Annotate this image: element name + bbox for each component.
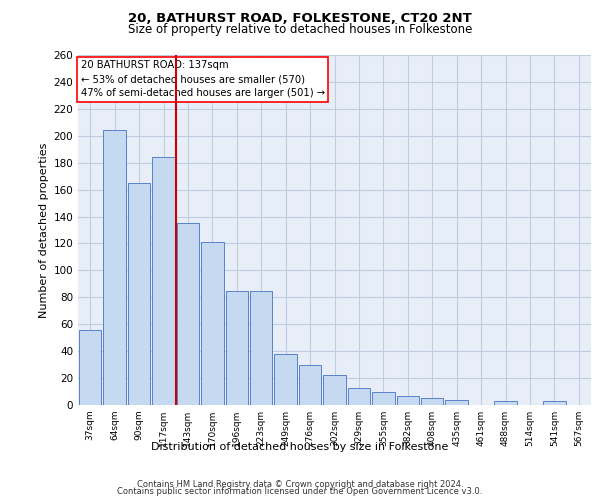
Bar — [79, 330, 101, 405]
Bar — [176, 224, 199, 405]
Text: Contains public sector information licensed under the Open Government Licence v3: Contains public sector information licen… — [118, 488, 482, 496]
Text: Distribution of detached houses by size in Folkestone: Distribution of detached houses by size … — [151, 442, 449, 452]
Bar — [397, 396, 419, 405]
Bar — [543, 401, 566, 405]
Bar — [152, 158, 175, 405]
Bar — [445, 400, 468, 405]
Text: Contains HM Land Registry data © Crown copyright and database right 2024.: Contains HM Land Registry data © Crown c… — [137, 480, 463, 489]
Text: 20, BATHURST ROAD, FOLKESTONE, CT20 2NT: 20, BATHURST ROAD, FOLKESTONE, CT20 2NT — [128, 12, 472, 26]
Bar — [372, 392, 395, 405]
Bar — [494, 401, 517, 405]
Bar — [226, 290, 248, 405]
Bar — [128, 183, 151, 405]
Bar — [250, 290, 272, 405]
Bar — [347, 388, 370, 405]
Y-axis label: Number of detached properties: Number of detached properties — [39, 142, 49, 318]
Bar — [274, 354, 297, 405]
Bar — [323, 376, 346, 405]
Bar — [201, 242, 224, 405]
Text: 20 BATHURST ROAD: 137sqm
← 53% of detached houses are smaller (570)
47% of semi-: 20 BATHURST ROAD: 137sqm ← 53% of detach… — [80, 60, 325, 98]
Bar — [299, 364, 322, 405]
Text: Size of property relative to detached houses in Folkestone: Size of property relative to detached ho… — [128, 24, 472, 36]
Bar — [421, 398, 443, 405]
Bar — [103, 130, 126, 405]
